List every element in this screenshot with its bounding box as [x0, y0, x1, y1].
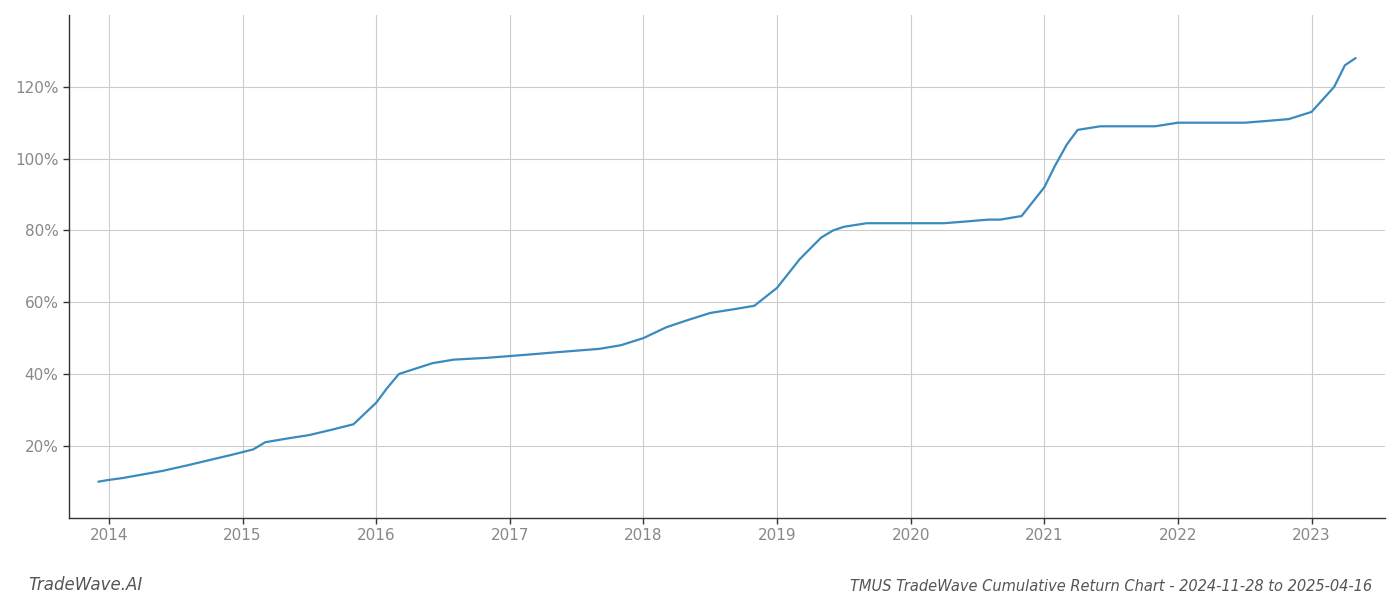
Text: TradeWave.AI: TradeWave.AI: [28, 576, 143, 594]
Text: TMUS TradeWave Cumulative Return Chart - 2024-11-28 to 2025-04-16: TMUS TradeWave Cumulative Return Chart -…: [850, 579, 1372, 594]
